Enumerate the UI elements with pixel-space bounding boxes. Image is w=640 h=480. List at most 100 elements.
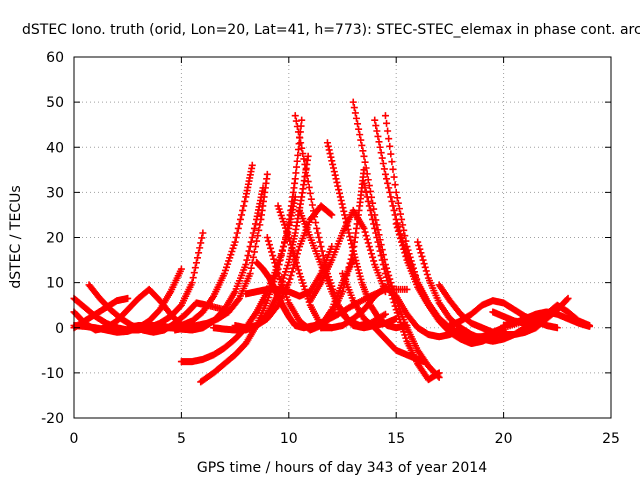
- plus-marker: [292, 259, 300, 267]
- plus-marker: [422, 267, 430, 275]
- plus-marker: [228, 247, 236, 255]
- plus-marker: [295, 140, 303, 148]
- plus-marker: [300, 155, 308, 163]
- plus-marker: [287, 241, 295, 249]
- plus-marker: [338, 200, 346, 208]
- plus-marker: [383, 175, 391, 183]
- plus-marker: [312, 219, 320, 227]
- plus-marker: [362, 164, 370, 172]
- plus-marker: [389, 202, 397, 210]
- x-tick-label: 10: [280, 431, 298, 447]
- plus-marker: [384, 127, 392, 135]
- plus-marker: [281, 238, 289, 246]
- plus-marker: [323, 139, 331, 147]
- plus-marker: [401, 249, 409, 257]
- plus-marker: [294, 246, 302, 254]
- plus-marker: [362, 188, 370, 196]
- plus-marker: [348, 251, 356, 259]
- plus-marker: [381, 112, 389, 120]
- plus-marker: [364, 197, 372, 205]
- plus-marker: [401, 232, 409, 240]
- series-arc-33: [500, 308, 594, 330]
- plus-marker: [370, 257, 378, 265]
- y-tick-label: 40: [46, 140, 64, 156]
- plus-marker: [402, 252, 410, 260]
- plus-marker: [345, 229, 353, 237]
- plus-marker: [389, 295, 397, 303]
- plus-marker: [318, 247, 326, 255]
- plus-marker: [379, 261, 387, 269]
- plus-marker: [285, 234, 293, 241]
- plus-marker: [367, 250, 375, 258]
- plus-marker: [348, 243, 356, 251]
- plus-marker: [339, 204, 347, 212]
- plus-marker: [124, 294, 132, 302]
- plus-marker: [388, 197, 396, 205]
- plus-marker: [286, 237, 294, 245]
- plus-marker: [177, 265, 185, 273]
- plus-marker: [192, 259, 200, 267]
- series-arc-8: [171, 170, 271, 334]
- plus-marker: [234, 224, 242, 232]
- plus-marker: [331, 171, 339, 179]
- series-arc-22: [306, 206, 389, 305]
- plus-marker: [373, 234, 381, 241]
- plus-marker: [355, 125, 363, 133]
- plus-marker: [248, 161, 256, 169]
- plus-marker: [293, 157, 301, 165]
- plus-marker: [392, 188, 400, 196]
- plus-marker: [197, 239, 205, 247]
- plus-marker: [420, 260, 428, 268]
- plus-marker: [255, 226, 263, 234]
- plus-marker: [399, 325, 407, 333]
- plus-marker: [399, 242, 407, 250]
- plus-marker: [395, 231, 403, 239]
- plus-marker: [294, 146, 302, 154]
- plus-marker: [391, 181, 399, 189]
- plus-marker: [394, 312, 402, 320]
- plus-marker: [381, 270, 389, 278]
- plus-marker: [247, 238, 255, 246]
- plus-marker: [291, 255, 299, 263]
- plus-marker: [563, 296, 571, 304]
- plus-marker: [263, 234, 271, 241]
- plus-marker: [254, 232, 262, 240]
- plus-marker: [252, 220, 260, 228]
- plus-marker: [385, 280, 393, 288]
- plus-marker: [360, 152, 368, 160]
- plus-marker: [399, 221, 407, 229]
- plus-marker: [371, 116, 379, 124]
- plus-marker: [317, 243, 325, 251]
- plus-marker: [400, 328, 408, 336]
- plus-marker: [300, 282, 308, 290]
- plus-marker: [302, 166, 310, 174]
- plus-marker: [296, 270, 304, 278]
- plus-marker: [380, 165, 388, 173]
- plus-marker: [358, 141, 366, 149]
- plus-marker: [418, 252, 426, 260]
- plus-marker: [238, 211, 246, 219]
- x-tick-label: 0: [70, 431, 79, 447]
- plus-marker: [292, 117, 300, 125]
- plus-marker: [354, 266, 362, 274]
- plus-marker: [336, 193, 344, 201]
- plus-marker: [221, 266, 229, 274]
- plus-marker: [249, 253, 257, 261]
- plus-marker: [356, 272, 364, 280]
- plus-marker: [400, 226, 408, 234]
- plus-marker: [281, 271, 289, 279]
- plus-marker: [435, 369, 443, 377]
- plus-marker: [335, 189, 343, 197]
- plus-marker: [379, 159, 387, 167]
- plus-marker: [366, 187, 374, 195]
- plus-marker: [327, 312, 335, 320]
- plus-marker: [383, 119, 391, 127]
- plus-marker: [294, 266, 302, 274]
- plus-marker: [386, 284, 394, 292]
- plus-marker: [298, 276, 306, 284]
- plus-marker: [332, 175, 340, 183]
- plus-marker: [335, 186, 343, 194]
- plus-marker: [225, 257, 233, 265]
- plus-marker: [386, 188, 394, 196]
- chart-title: dSTEC Iono. truth (orid, Lon=20, Lat=41,…: [22, 22, 640, 38]
